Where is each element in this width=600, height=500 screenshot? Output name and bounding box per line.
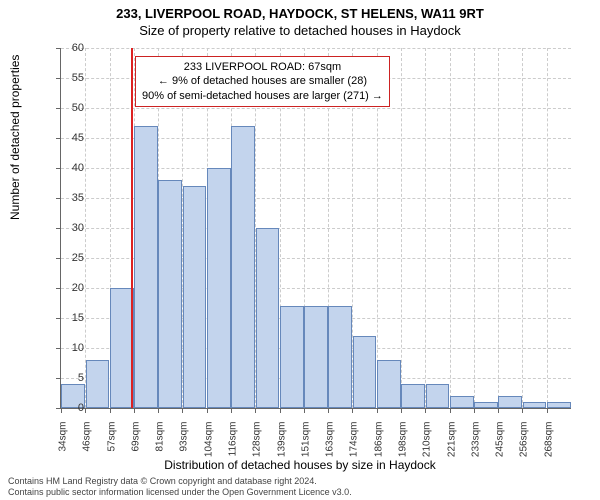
gridline-v	[85, 48, 86, 408]
xtick-label: 57sqm	[106, 422, 117, 472]
xtick	[182, 408, 183, 413]
histogram-bar	[231, 126, 255, 408]
xtick	[474, 408, 475, 413]
ytick-label: 0	[54, 402, 84, 414]
histogram-bar	[110, 288, 134, 408]
histogram-bar	[134, 126, 158, 408]
xtick	[255, 408, 256, 413]
xtick-label: 256sqm	[519, 422, 530, 472]
gridline-v	[425, 48, 426, 408]
histogram-bar	[547, 402, 571, 408]
xtick	[304, 408, 305, 413]
ytick-label: 5	[54, 372, 84, 384]
xtick	[280, 408, 281, 413]
annot-line-3: 90% of semi-detached houses are larger (…	[142, 89, 383, 103]
xtick-label: 210sqm	[422, 422, 433, 472]
y-axis-label: Number of detached properties	[8, 55, 22, 220]
histogram-chart: 233 LIVERPOOL ROAD: 67sqm← 9% of detache…	[60, 48, 570, 408]
xtick	[547, 408, 548, 413]
histogram-bar	[498, 396, 522, 408]
xtick-label: 174sqm	[349, 422, 360, 472]
xtick	[498, 408, 499, 413]
histogram-bar	[207, 168, 231, 408]
footer-attribution: Contains HM Land Registry data © Crown c…	[8, 476, 352, 498]
ytick-label: 20	[54, 282, 84, 294]
xtick-label: 128sqm	[252, 422, 263, 472]
ytick-label: 30	[54, 222, 84, 234]
xtick-label: 104sqm	[203, 422, 214, 472]
gridline-v	[450, 48, 451, 408]
xtick	[158, 408, 159, 413]
histogram-bar	[401, 384, 425, 408]
xtick-label: 46sqm	[82, 422, 93, 472]
gridline-v	[401, 48, 402, 408]
xtick	[207, 408, 208, 413]
xtick-label: 198sqm	[398, 422, 409, 472]
ytick-label: 10	[54, 342, 84, 354]
footer-line-1: Contains HM Land Registry data © Crown c…	[8, 476, 352, 487]
xtick-label: 268sqm	[543, 422, 554, 472]
gridline-v	[522, 48, 523, 408]
xtick-label: 93sqm	[179, 422, 190, 472]
ytick-label: 35	[54, 192, 84, 204]
ytick-label: 25	[54, 252, 84, 264]
xtick-label: 163sqm	[325, 422, 336, 472]
annot-line-2: ← 9% of detached houses are smaller (28)	[142, 74, 383, 88]
gridline-v	[474, 48, 475, 408]
marker-line	[131, 48, 133, 408]
xtick-label: 69sqm	[130, 422, 141, 472]
gridline-h	[61, 48, 571, 49]
gridline-v	[498, 48, 499, 408]
histogram-bar	[377, 360, 401, 408]
xtick	[328, 408, 329, 413]
ytick-label: 50	[54, 102, 84, 114]
xtick-label: 116sqm	[228, 422, 239, 472]
xtick	[425, 408, 426, 413]
page-title: 233, LIVERPOOL ROAD, HAYDOCK, ST HELENS,…	[0, 0, 600, 21]
xtick	[85, 408, 86, 413]
histogram-bar	[158, 180, 182, 408]
gridline-v	[547, 48, 548, 408]
plot-area: 233 LIVERPOOL ROAD: 67sqm← 9% of detache…	[60, 48, 571, 409]
xtick-label: 139sqm	[276, 422, 287, 472]
histogram-bar	[426, 384, 450, 408]
xtick-label: 186sqm	[373, 422, 384, 472]
gridline-h	[61, 108, 571, 109]
histogram-bar	[256, 228, 280, 408]
histogram-bar	[328, 306, 352, 408]
xtick	[522, 408, 523, 413]
histogram-bar	[280, 306, 304, 408]
xtick	[401, 408, 402, 413]
xtick	[377, 408, 378, 413]
xtick	[134, 408, 135, 413]
footer-line-2: Contains public sector information licen…	[8, 487, 352, 498]
xtick	[450, 408, 451, 413]
xtick-label: 221sqm	[446, 422, 457, 472]
xtick	[352, 408, 353, 413]
ytick-label: 45	[54, 132, 84, 144]
histogram-bar	[304, 306, 328, 408]
xtick-label: 233sqm	[470, 422, 481, 472]
xtick	[110, 408, 111, 413]
histogram-bar	[523, 402, 547, 408]
annotation-box: 233 LIVERPOOL ROAD: 67sqm← 9% of detache…	[135, 56, 390, 107]
ytick-label: 55	[54, 72, 84, 84]
xtick-label: 34sqm	[58, 422, 69, 472]
histogram-bar	[86, 360, 110, 408]
page-subtitle: Size of property relative to detached ho…	[0, 21, 600, 38]
histogram-bar	[450, 396, 474, 408]
histogram-bar	[353, 336, 377, 408]
histogram-bar	[183, 186, 207, 408]
ytick-label: 60	[54, 42, 84, 54]
xtick	[231, 408, 232, 413]
xtick-label: 81sqm	[155, 422, 166, 472]
histogram-bar	[474, 402, 498, 408]
ytick-label: 15	[54, 312, 84, 324]
ytick-label: 40	[54, 162, 84, 174]
annot-line-1: 233 LIVERPOOL ROAD: 67sqm	[142, 60, 383, 74]
xtick-label: 151sqm	[300, 422, 311, 472]
xtick-label: 245sqm	[495, 422, 506, 472]
